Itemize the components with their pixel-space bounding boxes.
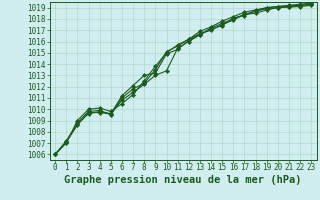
X-axis label: Graphe pression niveau de la mer (hPa): Graphe pression niveau de la mer (hPa): [64, 175, 302, 185]
